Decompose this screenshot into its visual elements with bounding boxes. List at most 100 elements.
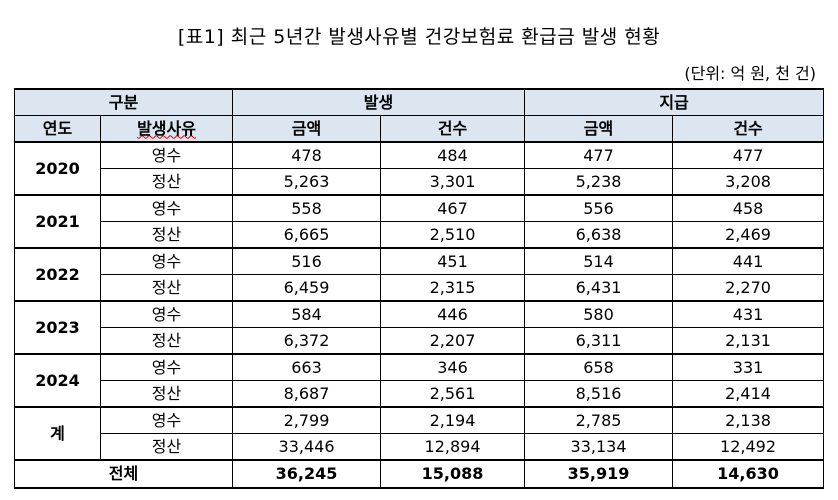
header-cell: 지급 [524,88,825,116]
year-cell: 2020 [14,141,101,196]
reason-cell: 정산 [99,380,234,408]
value-cell: 514 [524,247,674,275]
value-cell: 12,492 [672,433,825,461]
value-cell: 2,799 [232,406,382,434]
value-cell: 658 [524,353,674,381]
header-text: 발생사유 [137,118,196,138]
value-cell: 446 [380,300,526,328]
value-cell: 2,270 [672,274,825,302]
table-row: 2022 영수 516 451 514 441 [14,247,825,302]
value-cell: 484 [380,141,526,169]
table-body: 구분 발생 지급 연도 발생사유 금액 건수 금액 건수 2020 영수 478 484 477 477 정산… [13,88,825,489]
value-cell: 2,207 [380,327,526,355]
reason-cell: 정산 [99,274,234,302]
value-cell: 477 [524,141,674,169]
table-row: 구분 발생 지급 [13,88,825,116]
value-cell: 558 [232,194,382,222]
value-cell: 477 [672,141,825,169]
value-cell: 331 [672,353,825,381]
value-cell: 346 [380,353,526,381]
table-row: 전체 36,245 15,088 35,919 14,630 [13,459,825,489]
value-cell: 467 [380,194,526,222]
table-row: 정산 6,459 2,315 6,431 2,270 [15,274,825,302]
header-cell: 금액 [232,115,382,143]
value-cell: 5,238 [524,168,674,196]
table-row: 연도 발생사유 금액 건수 금액 건수 [14,115,825,143]
total-cell: 36,245 [232,459,382,489]
value-cell: 2,414 [672,380,825,408]
table-row: 계 영수 2,799 2,194 2,785 2,138 [14,406,825,461]
table-row: 2020 영수 478 484 477 477 [14,141,825,196]
table-row: 정산 33,446 12,894 33,134 12,492 [15,433,825,461]
value-cell: 12,894 [380,433,526,461]
reason-cell: 영수 [99,300,234,328]
value-cell: 2,510 [380,221,526,249]
data-table: 구분 발생 지급 연도 발생사유 금액 건수 금액 건수 2020 영수 478 484 477 477 정산… [13,88,825,489]
reason-cell: 영수 [99,141,234,169]
value-cell: 6,431 [524,274,674,302]
reason-cell: 정산 [99,168,234,196]
unit-note: (단위: 억 원, 천 건) [684,64,816,83]
value-cell: 3,208 [672,168,825,196]
table-row: 2023 영수 584 446 580 431 [14,300,825,355]
year-cell: 2024 [14,353,101,408]
value-cell: 2,138 [672,406,825,434]
value-cell: 2,469 [672,221,825,249]
year-cell: 계 [14,406,101,461]
value-cell: 6,665 [232,221,382,249]
table-row: 정산 6,372 2,207 6,311 2,131 [15,327,825,355]
value-cell: 6,311 [524,327,674,355]
value-cell: 5,263 [232,168,382,196]
table-row: 정산 5,263 3,301 5,238 3,208 [15,168,825,196]
title: [표1] 최근 5년간 발생사유별 건강보험료 환급금 발생 현황 [177,26,661,48]
value-cell: 6,459 [232,274,382,302]
table-row: 정산 6,665 2,510 6,638 2,469 [15,221,825,249]
reason-cell: 영수 [99,194,234,222]
reason-cell: 영수 [99,406,234,434]
value-cell: 33,134 [524,433,674,461]
value-cell: 6,638 [524,221,674,249]
value-cell: 3,301 [380,168,526,196]
year-cell: 2021 [14,194,101,249]
header-cell: 건수 [672,115,825,143]
value-cell: 431 [672,300,825,328]
reason-cell: 영수 [99,353,234,381]
value-cell: 478 [232,141,382,169]
value-cell: 451 [380,247,526,275]
reason-cell: 영수 [99,247,234,275]
table-row: 2021 영수 558 467 556 458 [14,194,825,249]
header-cell: 연도 [14,115,101,143]
value-cell: 8,687 [232,380,382,408]
value-cell: 2,315 [380,274,526,302]
year-cell: 2023 [14,300,101,355]
total-label: 전체 [13,459,234,489]
value-cell: 8,516 [524,380,674,408]
value-cell: 2,194 [380,406,526,434]
total-cell: 15,088 [380,459,526,489]
value-cell: 2,561 [380,380,526,408]
value-cell: 584 [232,300,382,328]
total-cell: 35,919 [524,459,674,489]
reason-cell: 정산 [99,221,234,249]
year-cell: 2022 [14,247,101,302]
value-cell: 458 [672,194,825,222]
header-cell: 발생 [232,88,526,116]
value-cell: 2,785 [524,406,674,434]
header-cell: 발생사유 [99,115,234,143]
value-cell: 33,446 [232,433,382,461]
total-cell: 14,630 [672,459,825,489]
value-cell: 2,131 [672,327,825,355]
value-cell: 580 [524,300,674,328]
value-cell: 556 [524,194,674,222]
reason-cell: 정산 [99,433,234,461]
header-cell: 구분 [13,88,234,116]
table-row: 2024 영수 663 346 658 331 [14,353,825,408]
value-cell: 516 [232,247,382,275]
table-row: 정산 8,687 2,561 8,516 2,414 [15,380,825,408]
value-cell: 6,372 [232,327,382,355]
value-cell: 441 [672,247,825,275]
value-cell: 663 [232,353,382,381]
header-cell: 금액 [524,115,674,143]
reason-cell: 정산 [99,327,234,355]
